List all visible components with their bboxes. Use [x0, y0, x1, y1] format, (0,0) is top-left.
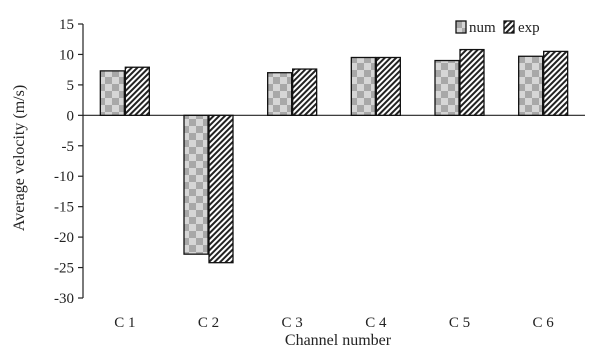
bar-exp-c6 — [543, 50, 569, 116]
y-tick-label: -20 — [54, 230, 74, 246]
legend-label-num: num — [469, 20, 496, 36]
legend-label-exp: exp — [518, 20, 540, 36]
y-tick-label: 15 — [59, 17, 74, 33]
y-tick-label: -15 — [54, 200, 74, 216]
bar-exp-c4 — [375, 56, 401, 116]
bar-num-c3 — [267, 72, 293, 116]
legend-swatch-num — [455, 20, 467, 34]
bar-exp-c5 — [459, 48, 485, 116]
legend-swatch-exp — [503, 20, 515, 34]
y-tick-label: -25 — [54, 261, 74, 277]
x-tick-label: C 5 — [449, 315, 470, 331]
y-tick-label: 0 — [67, 108, 75, 124]
y-tick-label: 10 — [59, 47, 74, 63]
x-tick-label: C 4 — [365, 315, 387, 331]
y-tick-label: -30 — [54, 291, 74, 307]
x-tick-label: C 1 — [114, 315, 135, 331]
y-tick-label: 5 — [67, 78, 75, 94]
x-axis-title: Channel number — [285, 332, 392, 349]
bar-num-c1 — [99, 70, 125, 116]
bar-exp-c3 — [292, 68, 318, 116]
bar-exp-c2 — [208, 114, 234, 264]
x-tick-label: C 2 — [198, 315, 219, 331]
plot-area: 15 10 5 0 -5 -10 -15 -20 -25 -30 C 1 C 2 C 3 C 4 C 5 C … — [54, 17, 585, 331]
bar-num-c5 — [434, 59, 460, 116]
y-axis-title: Average velocity (m/s) — [11, 85, 28, 231]
bar-num-c6 — [518, 55, 544, 116]
y-tick-label: -10 — [54, 169, 74, 185]
x-tick-label: C 3 — [282, 315, 303, 331]
x-tick-label: C 6 — [533, 315, 555, 331]
bar-num-c4 — [350, 56, 376, 116]
bar-exp-c1 — [124, 66, 150, 116]
legend: num exp — [455, 20, 540, 36]
y-tick-label: -5 — [62, 139, 75, 155]
bar-num-c2 — [183, 114, 209, 255]
